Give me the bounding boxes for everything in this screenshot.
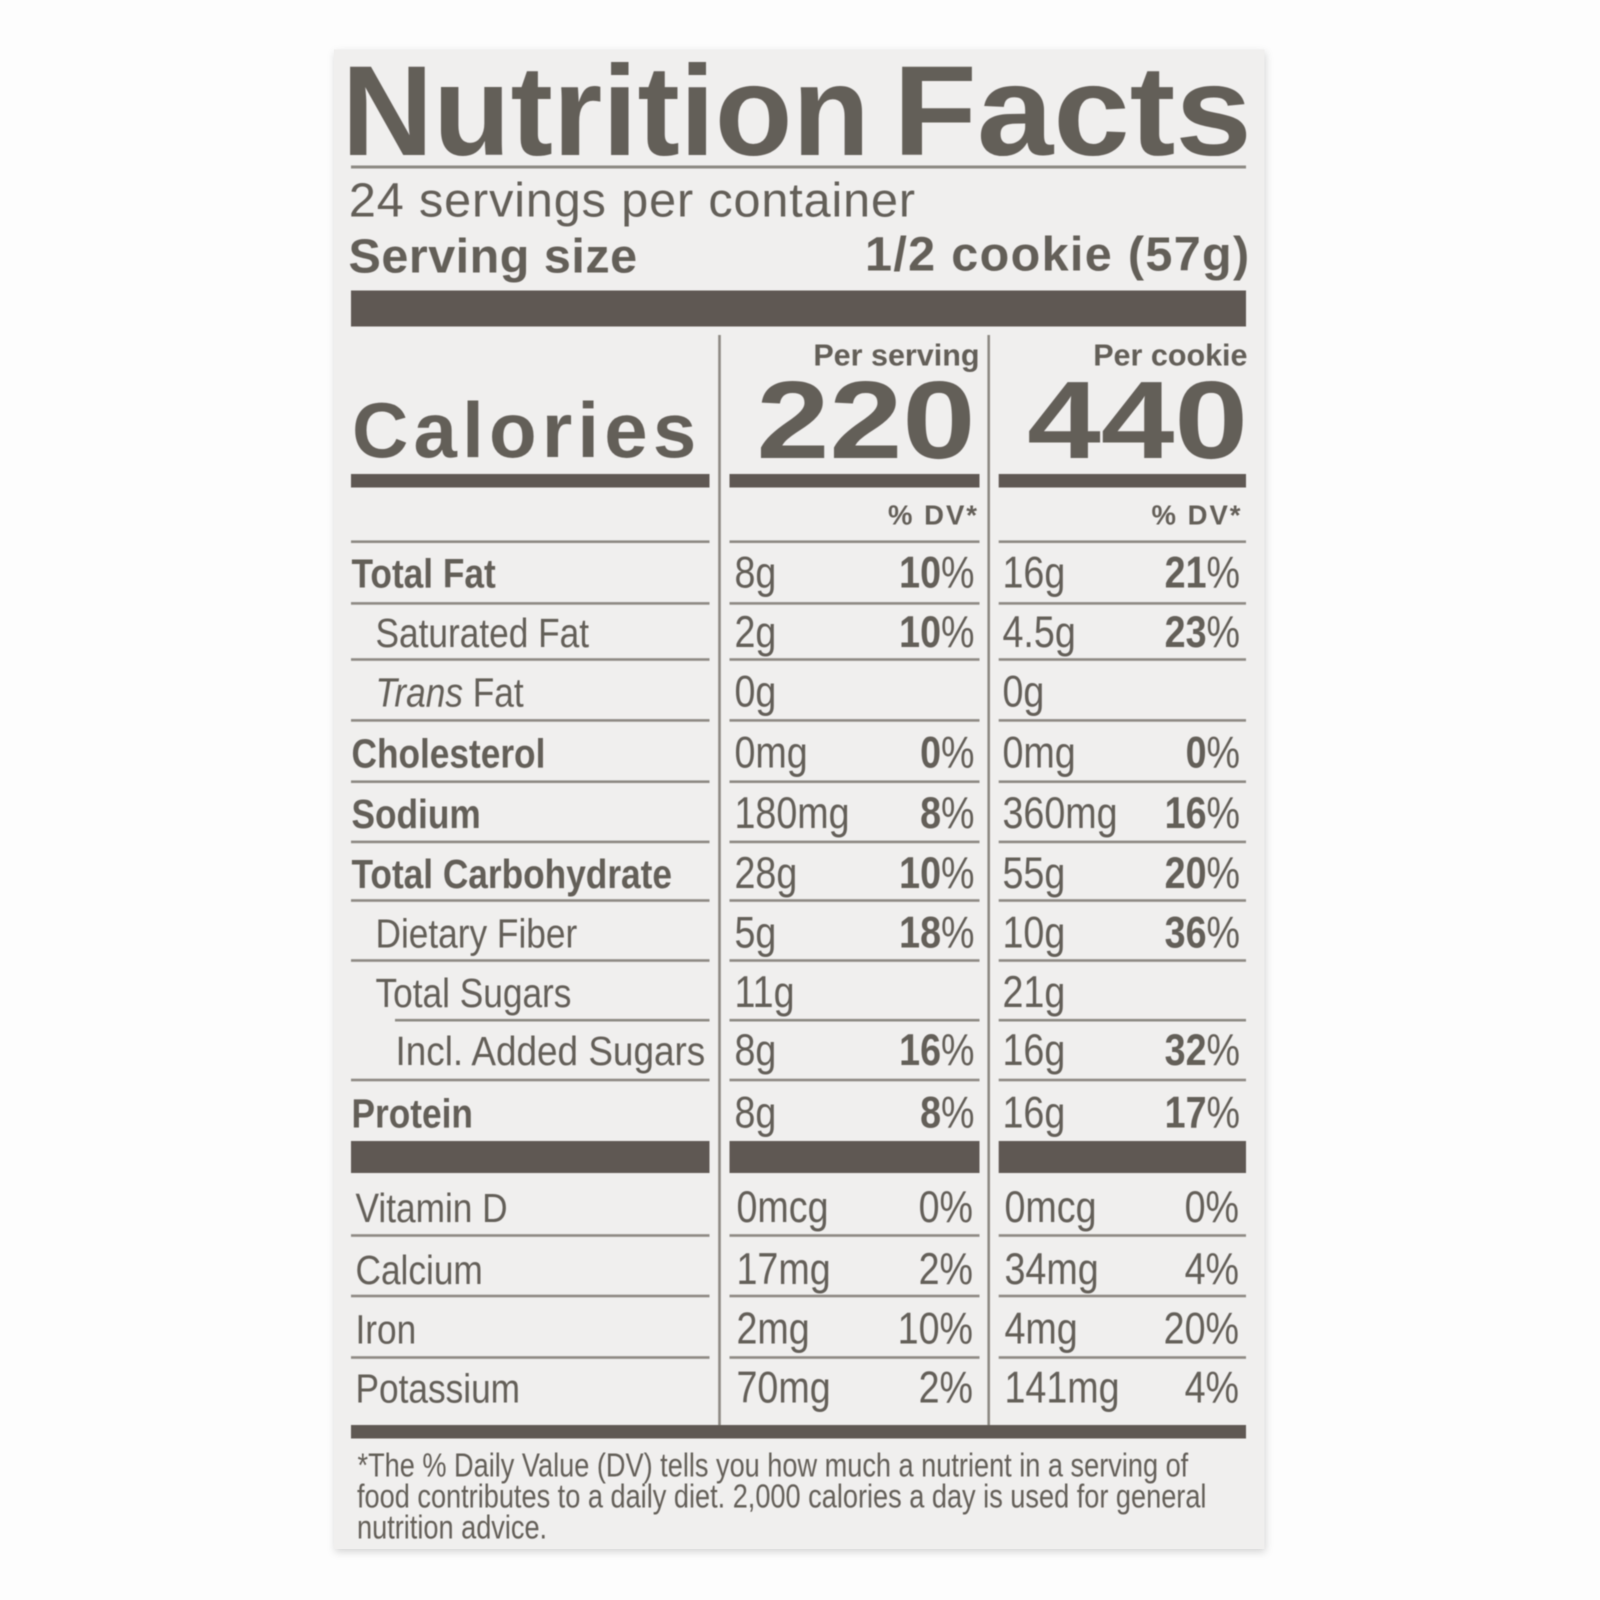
svg-text:10%: 10%	[899, 548, 974, 598]
svg-text:% DV*: % DV*	[888, 499, 979, 530]
svg-text:360mg: 360mg	[1003, 788, 1118, 838]
svg-text:10%: 10%	[899, 607, 974, 657]
svg-text:Total Fat: Total Fat	[352, 551, 496, 597]
svg-text:Dietary Fiber: Dietary Fiber	[376, 911, 578, 957]
svg-text:4mg: 4mg	[1005, 1304, 1078, 1354]
svg-text:18%: 18%	[899, 908, 974, 958]
svg-text:0mcg: 0mcg	[1005, 1182, 1097, 1232]
svg-text:5g: 5g	[735, 908, 777, 958]
svg-text:16g: 16g	[1003, 1025, 1066, 1075]
svg-text:Potassium: Potassium	[356, 1366, 521, 1412]
svg-text:0%: 0%	[919, 1182, 973, 1232]
svg-text:Nutrition: Nutrition	[342, 39, 870, 182]
svg-text:Total Carbohydrate: Total Carbohydrate	[352, 852, 672, 898]
svg-text:17mg: 17mg	[737, 1244, 831, 1294]
svg-text:20%: 20%	[1164, 1304, 1239, 1354]
svg-text:0%: 0%	[1186, 728, 1240, 778]
svg-text:nutrition advice.: nutrition advice.	[357, 1510, 547, 1546]
svg-text:8g: 8g	[735, 548, 777, 598]
svg-text:16%: 16%	[899, 1025, 974, 1075]
svg-text:21g: 21g	[1003, 967, 1066, 1017]
svg-text:2%: 2%	[919, 1244, 973, 1294]
svg-text:24 servings per container: 24 servings per container	[349, 174, 916, 228]
svg-text:16%: 16%	[1165, 788, 1240, 838]
svg-text:8%: 8%	[920, 788, 974, 838]
svg-text:Facts: Facts	[893, 40, 1252, 183]
svg-text:food contributes to a daily di: food contributes to a daily diet. 2,000 …	[357, 1479, 1206, 1515]
svg-text:Incl. Added Sugars: Incl. Added Sugars	[396, 1029, 706, 1074]
svg-text:Trans Fat: Trans Fat	[376, 670, 525, 716]
svg-text:Iron: Iron	[356, 1307, 417, 1353]
svg-text:Total Sugars: Total Sugars	[376, 971, 572, 1017]
svg-text:8g: 8g	[735, 1088, 777, 1138]
svg-text:141mg: 141mg	[1005, 1363, 1120, 1413]
svg-text:Serving size: Serving size	[349, 230, 638, 284]
svg-text:11g: 11g	[735, 967, 795, 1017]
svg-text:Cholesterol: Cholesterol	[352, 731, 546, 777]
svg-text:Protein: Protein	[352, 1091, 473, 1137]
svg-text:10%: 10%	[898, 1304, 973, 1354]
svg-text:10g: 10g	[1003, 908, 1066, 958]
svg-text:8g: 8g	[735, 1025, 777, 1075]
svg-text:*The % Daily Value (DV) tells: *The % Daily Value (DV) tells you how mu…	[358, 1448, 1189, 1484]
svg-text:4.5g: 4.5g	[1003, 607, 1076, 657]
svg-text:23%: 23%	[1165, 607, 1240, 657]
svg-text:0%: 0%	[920, 728, 974, 778]
svg-text:16g: 16g	[1003, 548, 1066, 598]
svg-text:Saturated Fat: Saturated Fat	[376, 611, 590, 657]
svg-text:20%: 20%	[1165, 848, 1240, 898]
svg-text:21%: 21%	[1165, 548, 1240, 598]
svg-text:440: 440	[1027, 358, 1248, 481]
svg-text:16g: 16g	[1003, 1088, 1066, 1138]
svg-text:17%: 17%	[1165, 1088, 1240, 1138]
svg-text:0mcg: 0mcg	[737, 1182, 829, 1232]
svg-text:0g: 0g	[735, 667, 777, 717]
svg-text:36%: 36%	[1165, 908, 1240, 958]
svg-text:34mg: 34mg	[1005, 1244, 1099, 1294]
svg-text:180mg: 180mg	[735, 788, 850, 838]
svg-text:1/2 cookie (57g): 1/2 cookie (57g)	[865, 228, 1251, 282]
svg-text:Calcium: Calcium	[356, 1248, 483, 1294]
svg-text:0%: 0%	[1185, 1182, 1239, 1232]
svg-text:8%: 8%	[920, 1088, 974, 1138]
svg-text:220: 220	[756, 358, 975, 482]
svg-text:0g: 0g	[1003, 667, 1045, 717]
svg-text:Per cookie: Per cookie	[1093, 339, 1247, 373]
svg-text:0mg: 0mg	[735, 728, 808, 778]
svg-text:% DV*: % DV*	[1152, 499, 1243, 530]
svg-text:2%: 2%	[919, 1363, 973, 1413]
svg-text:4%: 4%	[1185, 1363, 1239, 1413]
svg-text:Per serving: Per serving	[813, 339, 979, 373]
svg-text:Calories: Calories	[352, 386, 701, 474]
svg-text:10%: 10%	[899, 848, 974, 898]
svg-text:2g: 2g	[735, 607, 777, 657]
svg-text:4%: 4%	[1185, 1244, 1239, 1294]
svg-text:28g: 28g	[735, 848, 798, 898]
svg-text:2mg: 2mg	[737, 1304, 810, 1354]
svg-text:55g: 55g	[1003, 848, 1066, 898]
svg-text:70mg: 70mg	[737, 1363, 831, 1413]
svg-text:Sodium: Sodium	[352, 792, 481, 838]
svg-text:Vitamin D: Vitamin D	[356, 1186, 508, 1232]
svg-text:32%: 32%	[1165, 1025, 1240, 1075]
svg-text:0mg: 0mg	[1003, 728, 1076, 778]
